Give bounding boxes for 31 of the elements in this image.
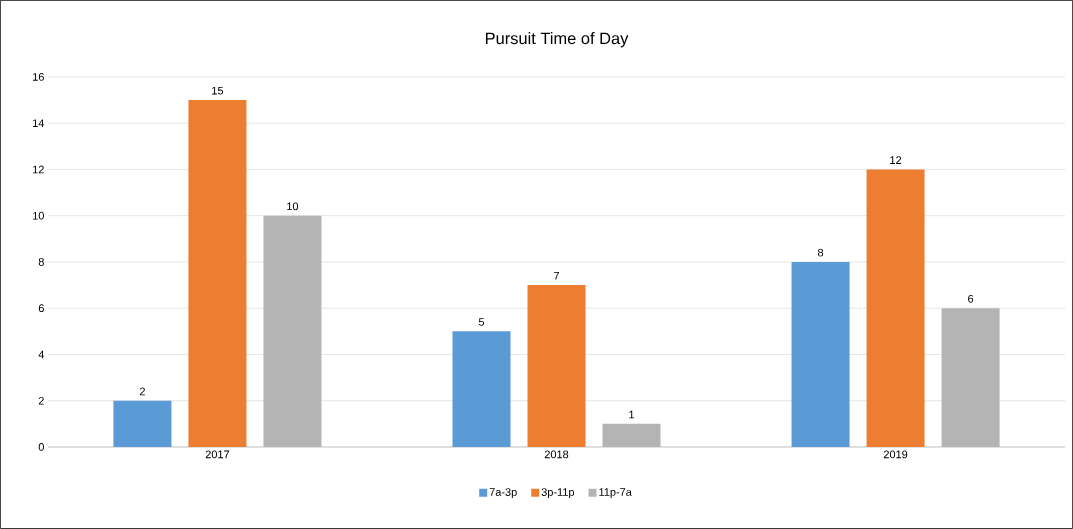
y-tick-label: 14 [33,119,45,127]
y-tick-label: 8 [38,258,44,266]
data-label: 7 [554,272,560,280]
y-tick-label: 0 [38,443,44,451]
y-tick-label: 4 [38,350,45,359]
legend-label: 7a-3p [489,488,517,499]
bar [188,100,247,448]
bar [791,261,850,448]
data-label: 15 [212,86,224,95]
bar [527,285,586,448]
data-label: 2 [139,387,145,396]
legend-label: 3p-11p [541,488,575,499]
x-tick-label: 2017 [205,450,230,459]
y-tick-label: 16 [33,73,44,81]
data-label: 10 [287,202,299,211]
legend-label: 11p-7a [599,488,632,499]
y-tick-label: 10 [33,211,44,220]
bar [866,169,925,448]
data-label: 6 [968,294,974,303]
x-tick-label: 2019 [883,450,908,459]
chart-title: Pursuit Time of Day [485,32,629,48]
bar [452,331,511,448]
data-label: 5 [478,318,485,326]
y-tick-label: 2 [38,396,44,405]
bar [113,400,172,448]
x-tick-label: 2018 [544,450,569,459]
data-label: 12 [890,156,902,164]
y-tick-label: 6 [38,304,44,313]
data-label: 8 [817,248,824,257]
y-tick-label: 12 [33,165,44,174]
data-label: 1 [629,410,635,419]
